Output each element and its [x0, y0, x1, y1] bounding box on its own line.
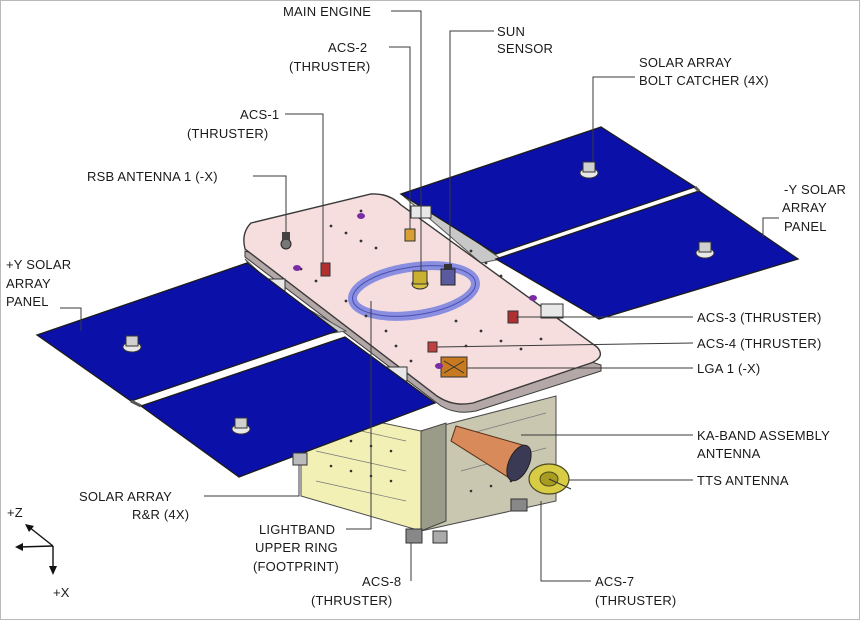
label-lightband-line1: LIGHTBAND [259, 522, 335, 537]
acs-2-thruster [404, 228, 416, 242]
label-bolt-catcher-line1: SOLAR ARRAY [639, 55, 732, 70]
neg-y-panel-segment-2 [494, 190, 800, 320]
pos-y-solar-array [35, 258, 437, 478]
label-acs-1-line2: (THRUSTER) [187, 126, 268, 141]
label-solar-array-rr-line1: SOLAR ARRAY [79, 489, 172, 504]
deck-plate [243, 193, 602, 405]
label-pos-y-panel-line1: +Y SOLAR [6, 257, 71, 272]
label-lightband-line3: (FOOTPRINT) [253, 559, 339, 574]
label-neg-y-panel-line2: ARRAY [782, 200, 827, 215]
hinge-bracket [540, 303, 564, 319]
label-lightband-line2: UPPER RING [255, 540, 338, 555]
label-ka-band-line1: KA-BAND ASSEMBLY [697, 428, 830, 443]
label-tts-antenna: TTS ANTENNA [697, 473, 789, 488]
label-solar-array-rr-line2: R&R (4X) [132, 507, 189, 522]
leader-pos-y-panel [60, 307, 82, 331]
callout-labels: MAIN ENGINE SUN SENSOR ACS-2 (THRUSTER) … [6, 4, 846, 608]
label-bolt-catcher-line2: BOLT CATCHER (4X) [639, 73, 769, 88]
leader-acs-7 [540, 501, 591, 582]
leader-acs-2 [389, 46, 411, 229]
label-axis-x: +X [53, 585, 70, 600]
bolt-catcher-4 [231, 417, 251, 435]
label-acs-8-line1: ACS-8 [362, 574, 401, 589]
leader-lines [60, 10, 779, 582]
bolt-catcher-2 [695, 241, 715, 259]
label-acs-8-line2: (THRUSTER) [311, 593, 392, 608]
label-pos-y-panel-line2: ARRAY [6, 276, 51, 291]
axis-triad [15, 524, 57, 575]
label-acs-7-line1: ACS-7 [595, 574, 634, 589]
leader-main-engine [391, 10, 422, 271]
ka-band-antenna [450, 425, 532, 482]
label-acs-7-line2: (THRUSTER) [595, 593, 676, 608]
label-sun-sensor-line2: SENSOR [497, 41, 553, 56]
acs-8-thruster [405, 528, 423, 544]
leader-acs-4 [436, 342, 694, 348]
label-acs-3: ACS-3 (THRUSTER) [697, 310, 822, 325]
rsb-antenna [280, 232, 292, 250]
leader-lightband [346, 301, 372, 530]
label-neg-y-panel-line3: PANEL [784, 219, 827, 234]
label-neg-y-panel-line1: -Y SOLAR [784, 182, 846, 197]
acs-1-thruster [320, 262, 331, 277]
tts-antenna [528, 463, 572, 495]
label-sun-sensor-line1: SUN [497, 24, 525, 39]
acs-4-thruster [427, 341, 438, 353]
label-ka-band-line2: ANTENNA [697, 446, 761, 461]
leader-solar-array-rr [204, 465, 300, 497]
main-engine [411, 270, 429, 290]
label-acs-4: ACS-4 (THRUSTER) [697, 336, 822, 351]
bolt-catcher-1 [579, 161, 599, 179]
leader-neg-y-panel [762, 217, 779, 237]
pos-y-panel-segment-1 [35, 262, 339, 402]
label-axis-z: +Z [7, 505, 23, 520]
leader-bolt-catcher [592, 76, 635, 162]
leader-acs-1 [285, 113, 324, 263]
label-acs-2-line2: (THRUSTER) [289, 59, 370, 74]
label-acs-2-line1: ACS-2 [328, 40, 367, 55]
label-pos-y-panel-line3: PANEL [6, 294, 49, 309]
bolt-catcher-3 [122, 335, 142, 353]
label-lga: LGA 1 (-X) [697, 361, 760, 376]
solar-array-rr-mechanism [292, 452, 308, 466]
neg-y-solar-array [399, 126, 800, 320]
sun-sensor [440, 264, 456, 286]
leader-rsb-antenna [253, 175, 287, 232]
leader-sun-sensor [449, 30, 494, 265]
acs-7-thruster [510, 498, 528, 512]
label-main-engine: MAIN ENGINE [283, 4, 371, 19]
pos-y-panel-segment-2 [139, 336, 437, 478]
label-acs-1-line1: ACS-1 [240, 107, 279, 122]
lightband-upper-ring [348, 261, 480, 321]
lga-antenna [440, 356, 468, 378]
label-rsb-antenna: RSB ANTENNA 1 (-X) [87, 169, 218, 184]
